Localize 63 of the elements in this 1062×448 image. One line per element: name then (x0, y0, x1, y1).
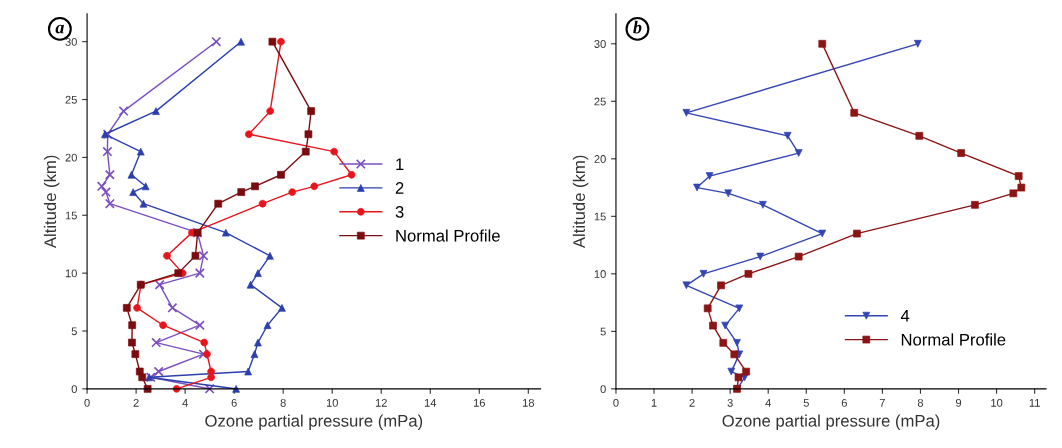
x-tick-label: 8 (280, 398, 286, 407)
x-tick-label: 10 (991, 398, 1003, 407)
y-tick-label: 0 (71, 385, 77, 393)
point (151, 337, 162, 348)
annotation: b (633, 20, 642, 34)
x-tick-label: 9 (955, 398, 962, 407)
point (102, 146, 113, 157)
x-tick-label: 6 (841, 398, 847, 407)
x-tick-label: 6 (231, 398, 237, 407)
point (194, 320, 205, 331)
legend-label: 3 (395, 205, 404, 218)
x-tick-label: 4 (765, 398, 771, 407)
x-tick-label: 5 (803, 398, 809, 407)
point (100, 187, 111, 198)
y-tick-label: 30 (594, 40, 606, 48)
point (194, 268, 205, 279)
point (153, 366, 164, 377)
x-tick-label: 1 (651, 398, 657, 407)
x-axis-title: Ozone partial pressure (mPa) (722, 414, 940, 431)
point (104, 198, 115, 209)
x-tick-label: 12 (375, 398, 387, 407)
point (211, 36, 222, 47)
y-axis-title: Altitude (km) (572, 155, 589, 249)
point (154, 279, 165, 290)
x-tick-label: 10 (326, 398, 338, 407)
y-tick-label: 0 (600, 385, 606, 393)
y-tick-label: 25 (594, 97, 606, 106)
y-tick-label: 5 (600, 327, 606, 336)
legend-label: 2 (395, 182, 404, 194)
point (118, 106, 129, 117)
y-tick-label: 10 (594, 270, 606, 278)
x-tick-label: 3 (727, 398, 733, 407)
y-tick-label: 30 (65, 37, 77, 46)
x-tick-label: 2 (133, 398, 139, 407)
y-tick-label: 15 (65, 211, 77, 220)
x-tick-label: 18 (522, 398, 534, 407)
x-tick-label: 0 (613, 398, 619, 407)
y-tick-label: 20 (594, 155, 606, 163)
legend-label: 1 (396, 158, 404, 170)
x-axis-title: Ozone partial pressure (mPa) (205, 414, 423, 431)
x-tick-label: 8 (917, 398, 924, 407)
y-tick-label: 10 (65, 269, 77, 278)
point (96, 181, 107, 192)
point (104, 169, 115, 180)
y-tick-label: 20 (65, 153, 77, 162)
x-tick-label: 16 (473, 398, 485, 407)
legend-label: Normal Profile (901, 333, 1006, 346)
x-tick-label: 14 (424, 398, 437, 407)
legend-label: Normal Profile (396, 229, 500, 242)
y-tick-label: 5 (71, 327, 77, 336)
y-tick-label: 25 (65, 95, 77, 104)
point (198, 250, 209, 261)
x-tick-label: 7 (879, 398, 885, 407)
x-tick-label: 4 (182, 398, 188, 407)
point (167, 302, 178, 313)
text: a (55, 24, 64, 34)
x-tick-label: 0 (84, 398, 90, 407)
x-tick-label: 11 (1029, 398, 1040, 407)
x-tick-label: 2 (689, 398, 695, 407)
y-tick-label: 15 (594, 212, 606, 221)
y-axis-title: Altitude (km) (43, 155, 60, 249)
point (204, 383, 215, 394)
legend-label: 4 (900, 310, 910, 322)
